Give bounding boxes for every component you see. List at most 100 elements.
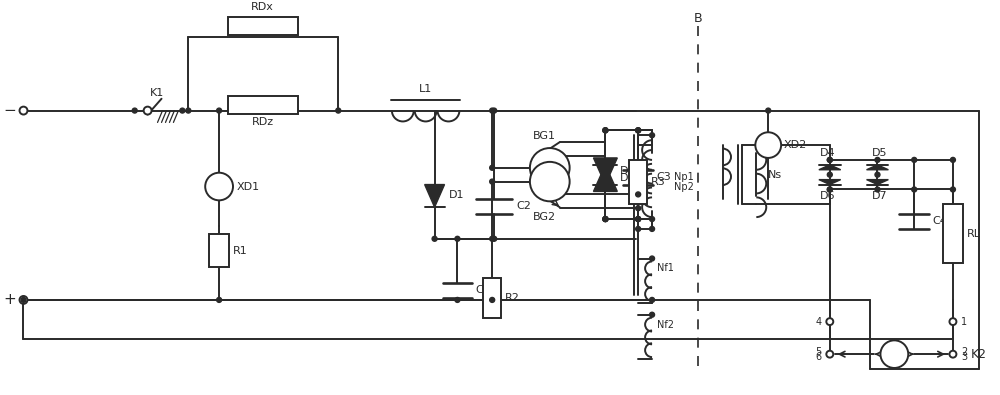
Text: BG1: BG1	[533, 131, 556, 141]
Circle shape	[766, 108, 771, 113]
Circle shape	[636, 128, 641, 133]
Text: D5: D5	[872, 148, 887, 158]
Bar	[209, 234, 229, 267]
Text: RL: RL	[967, 229, 981, 239]
Circle shape	[603, 216, 608, 222]
Circle shape	[530, 162, 570, 201]
Polygon shape	[819, 180, 841, 184]
Text: 6: 6	[816, 352, 822, 362]
Circle shape	[875, 172, 880, 177]
Text: C1: C1	[475, 285, 490, 295]
Text: Np2: Np2	[674, 182, 694, 192]
Circle shape	[132, 108, 137, 113]
Text: C2: C2	[516, 201, 531, 211]
Circle shape	[636, 192, 641, 197]
Text: Nf1: Nf1	[657, 263, 674, 273]
Circle shape	[603, 216, 608, 222]
Polygon shape	[593, 165, 617, 192]
Circle shape	[490, 297, 495, 303]
Text: Nf2: Nf2	[657, 320, 674, 329]
Circle shape	[490, 108, 495, 113]
Text: D1: D1	[448, 190, 464, 200]
Text: D6: D6	[820, 192, 836, 201]
Circle shape	[827, 158, 832, 162]
Text: −: −	[4, 103, 17, 118]
Text: BG2: BG2	[533, 212, 556, 222]
Circle shape	[490, 166, 495, 170]
Polygon shape	[867, 165, 888, 170]
Text: K1: K1	[149, 88, 164, 98]
Text: 2: 2	[961, 347, 967, 357]
Circle shape	[603, 128, 608, 133]
Circle shape	[20, 296, 27, 304]
Circle shape	[650, 256, 655, 261]
Text: Np1: Np1	[674, 172, 694, 182]
Circle shape	[826, 351, 833, 357]
Circle shape	[490, 236, 495, 241]
Circle shape	[950, 187, 955, 192]
Text: D4: D4	[820, 148, 836, 158]
Circle shape	[490, 179, 495, 184]
Text: Ns: Ns	[768, 170, 782, 180]
Polygon shape	[867, 180, 888, 184]
Text: 3: 3	[961, 352, 967, 362]
Text: 5: 5	[816, 347, 822, 357]
Circle shape	[492, 108, 497, 113]
Circle shape	[826, 318, 833, 325]
Circle shape	[636, 128, 641, 133]
Circle shape	[432, 236, 437, 241]
Circle shape	[875, 187, 880, 192]
Circle shape	[603, 128, 608, 133]
Circle shape	[455, 236, 460, 241]
Circle shape	[827, 187, 832, 192]
Circle shape	[636, 216, 641, 222]
Circle shape	[875, 158, 880, 162]
Text: R2: R2	[505, 293, 520, 303]
Circle shape	[636, 128, 641, 133]
Circle shape	[650, 216, 655, 222]
Circle shape	[827, 158, 832, 162]
Text: RDz: RDz	[252, 117, 274, 128]
Circle shape	[217, 108, 222, 113]
Text: XD1: XD1	[237, 182, 260, 192]
Circle shape	[186, 108, 191, 113]
Bar	[483, 278, 501, 318]
Text: L1: L1	[419, 84, 432, 94]
Circle shape	[603, 128, 608, 133]
Circle shape	[144, 107, 152, 115]
Circle shape	[827, 172, 832, 177]
Circle shape	[950, 158, 955, 162]
Text: B: B	[693, 12, 702, 25]
Circle shape	[650, 226, 655, 231]
Bar	[228, 96, 298, 113]
Circle shape	[636, 216, 641, 222]
Circle shape	[455, 297, 460, 303]
Text: 4: 4	[816, 317, 822, 327]
Circle shape	[180, 108, 185, 113]
Polygon shape	[593, 158, 617, 184]
Circle shape	[650, 312, 655, 317]
Circle shape	[217, 297, 222, 303]
Circle shape	[20, 107, 27, 115]
Circle shape	[755, 132, 781, 158]
Text: K2: K2	[971, 348, 987, 361]
Circle shape	[949, 318, 956, 325]
Text: C4: C4	[932, 216, 947, 226]
Text: R1: R1	[233, 246, 248, 256]
Text: D3: D3	[620, 166, 636, 176]
Circle shape	[827, 187, 832, 192]
Circle shape	[492, 236, 497, 241]
Text: +: +	[4, 292, 17, 307]
Circle shape	[912, 187, 917, 192]
Polygon shape	[425, 184, 445, 207]
Circle shape	[650, 297, 655, 303]
Circle shape	[603, 216, 608, 222]
Text: D7: D7	[872, 192, 887, 201]
Text: D2: D2	[620, 173, 636, 182]
Text: +: +	[898, 350, 909, 363]
Circle shape	[21, 297, 26, 303]
Bar	[629, 160, 647, 204]
Circle shape	[603, 216, 608, 222]
Text: V: V	[890, 348, 899, 361]
Bar	[228, 17, 298, 35]
